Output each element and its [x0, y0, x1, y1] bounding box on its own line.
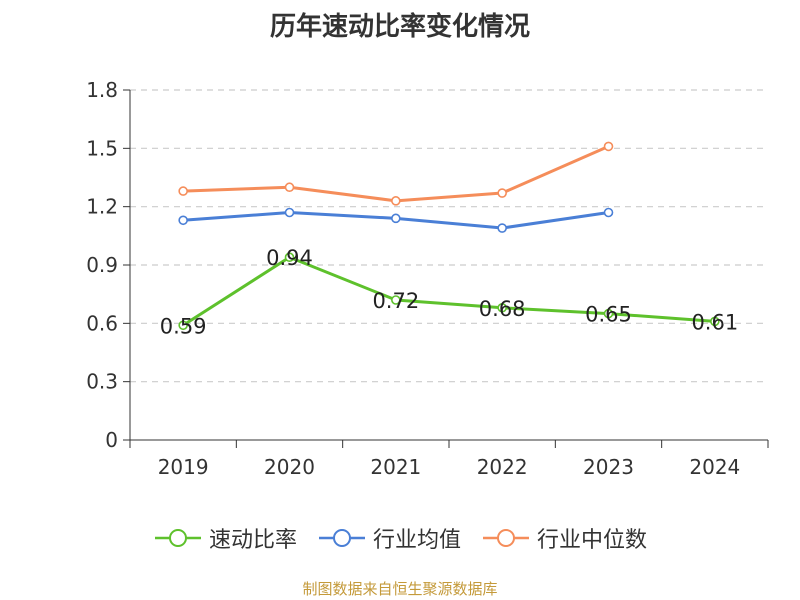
- legend-label: 速动比率: [208, 528, 297, 553]
- data-point: [284, 182, 295, 193]
- data-point: [391, 213, 401, 224]
- legend-item[interactable]: 行业均值: [317, 522, 461, 554]
- source-note: 制图数据来自恒生聚源数据库: [302, 580, 498, 598]
- legend-marker-icon: [318, 529, 365, 547]
- data-label: 0.65: [585, 303, 632, 327]
- legend-item[interactable]: 行业中位数: [481, 522, 647, 554]
- y-tick-label: 1.8: [86, 78, 118, 102]
- x-tick-label: 2020: [264, 455, 315, 479]
- data-point: [284, 207, 295, 218]
- x-tick-label: 2023: [583, 455, 634, 479]
- data-point: [603, 141, 614, 152]
- data-point: [603, 308, 614, 319]
- legend: 速动比率 行业均值 行业中位数: [0, 518, 800, 558]
- legend-marker-icon: [483, 529, 529, 547]
- data-point: [497, 188, 507, 198]
- data-label: 0.59: [160, 314, 207, 338]
- series-line: [182, 255, 715, 327]
- data-label: 0.94: [266, 246, 313, 270]
- y-tick-label: 1.5: [86, 136, 118, 160]
- data-point: [178, 186, 188, 196]
- data-label: 0.72: [372, 289, 419, 313]
- y-tick-label: 0.9: [86, 253, 118, 277]
- data-label: 0.61: [691, 310, 738, 334]
- y-tick-label: 0.6: [86, 311, 118, 335]
- y-tick-label: 0.3: [86, 370, 118, 394]
- x-tick-label: 2019: [158, 455, 209, 479]
- x-tick-label: 2024: [689, 455, 740, 479]
- data-label: 0.68: [479, 297, 526, 321]
- y-tick-label: 1.2: [86, 195, 118, 219]
- legend-item[interactable]: 速动比率: [153, 522, 297, 554]
- legend-label: 行业中位数: [537, 528, 648, 553]
- data-point: [178, 215, 188, 226]
- data-point: [391, 196, 401, 206]
- legend-label: 行业均值: [372, 528, 461, 553]
- data-point: [284, 252, 295, 263]
- x-tick-label: 2021: [370, 455, 421, 479]
- data-point: [497, 302, 507, 313]
- data-point: [710, 316, 720, 327]
- data-point: [391, 295, 401, 305]
- chart-title: 历年速动比率变化情况: [269, 12, 530, 42]
- x-tick-label: 2022: [477, 455, 528, 479]
- data-point: [178, 320, 188, 331]
- legend-marker-icon: [154, 529, 201, 547]
- data-point: [603, 207, 614, 218]
- data-point: [497, 223, 507, 233]
- series-line: [183, 145, 610, 203]
- y-tick-label: 0: [105, 428, 118, 452]
